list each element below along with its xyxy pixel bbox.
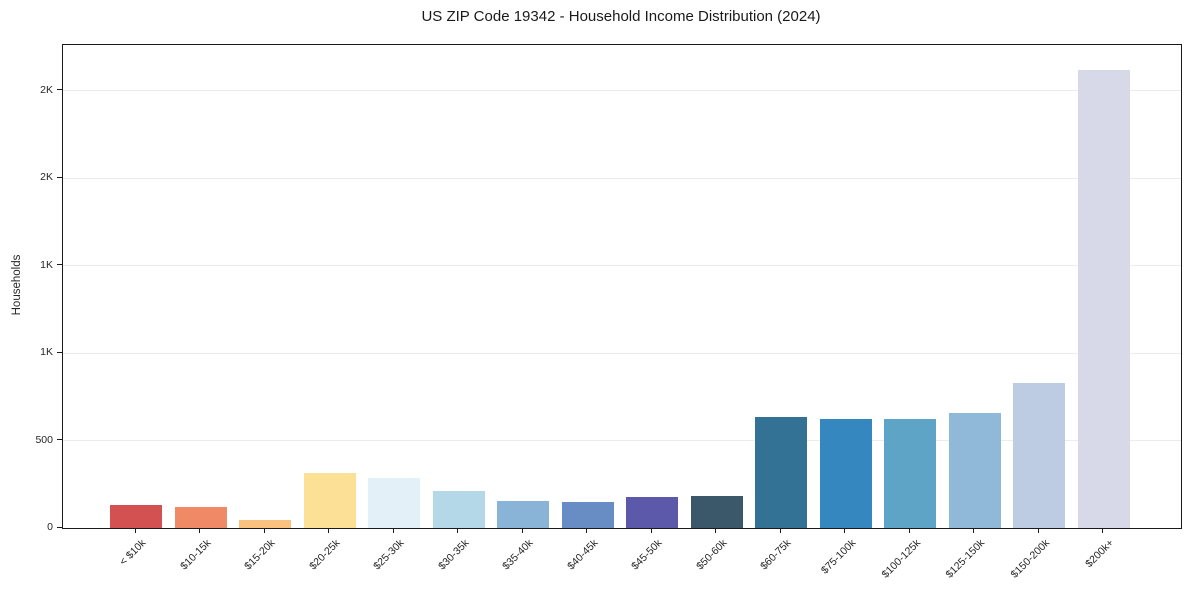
bar-$100-125k bbox=[884, 419, 937, 528]
x-tick-mark bbox=[199, 528, 201, 533]
bar-$15-20k bbox=[239, 519, 292, 528]
bar-$125-150k bbox=[948, 413, 1001, 528]
x-tick-mark bbox=[715, 528, 717, 533]
x-tick-mark bbox=[586, 528, 588, 533]
bar-$10-15k bbox=[174, 506, 227, 528]
y-tick-label: 2K bbox=[40, 171, 53, 183]
x-tick-label: $45-50k bbox=[629, 537, 665, 573]
y-tick-mark bbox=[57, 176, 62, 178]
x-tick-mark bbox=[908, 528, 910, 533]
y-axis-title: Households bbox=[11, 254, 23, 316]
x-tick-label: $100-125k bbox=[879, 537, 923, 581]
x-tick-mark bbox=[1102, 528, 1104, 533]
x-tick-mark bbox=[844, 528, 846, 533]
bar-$150-200k bbox=[1013, 383, 1066, 528]
x-tick-mark bbox=[134, 528, 136, 533]
x-tick-label: < $10k bbox=[117, 537, 149, 568]
bar-$50-60k bbox=[690, 495, 743, 528]
gridline bbox=[63, 440, 1181, 441]
bar-< $10k bbox=[110, 505, 162, 528]
y-tick-label: 1K bbox=[40, 346, 53, 358]
bar-$40-45k bbox=[561, 502, 614, 528]
y-tick-mark bbox=[57, 89, 62, 90]
x-tick-label: $150-200k bbox=[1008, 537, 1052, 581]
x-tick-label: $35-40k bbox=[500, 537, 536, 573]
y-tick-mark bbox=[57, 351, 62, 353]
gridline bbox=[63, 177, 1181, 179]
x-tick-mark bbox=[650, 528, 652, 533]
y-tick-label: 2K bbox=[40, 83, 53, 96]
x-tick-mark bbox=[1037, 528, 1039, 533]
chart-title: US ZIP Code 19342 - Household Income Dis… bbox=[421, 8, 821, 25]
x-tick-label: $40-45k bbox=[564, 537, 601, 573]
y-tick-label: 0 bbox=[47, 521, 53, 533]
x-tick-label: $50-60k bbox=[693, 537, 730, 573]
bar-$25-30k bbox=[368, 478, 421, 528]
x-tick-label: $20-25k bbox=[306, 537, 343, 573]
bar-$35-40k bbox=[497, 500, 550, 528]
y-tick-mark bbox=[57, 264, 62, 265]
x-tick-mark bbox=[392, 528, 394, 533]
x-tick-mark bbox=[328, 528, 330, 533]
x-tick-mark bbox=[779, 528, 781, 533]
x-tick-label: $30-35k bbox=[435, 537, 472, 573]
bar-$200k+ bbox=[1077, 69, 1130, 528]
y-tick-label: 1K bbox=[40, 258, 53, 271]
bar-$45-50k bbox=[626, 496, 679, 528]
gridline bbox=[63, 352, 1181, 354]
bar-$60-75k bbox=[755, 417, 808, 528]
plot-area bbox=[62, 44, 1182, 529]
x-tick-label: $10-15k bbox=[177, 537, 214, 573]
x-tick-label: $25-30k bbox=[371, 537, 407, 573]
x-tick-mark bbox=[521, 528, 523, 533]
x-tick-mark bbox=[457, 528, 459, 533]
gridline bbox=[63, 90, 1181, 91]
bar-$20-25k bbox=[303, 473, 356, 528]
x-tick-mark bbox=[263, 528, 265, 533]
x-tick-label: $125-150k bbox=[943, 537, 988, 581]
y-tick-label: 500 bbox=[35, 433, 53, 446]
bar-$30-35k bbox=[432, 490, 485, 528]
x-tick-label: $60-75k bbox=[758, 537, 794, 573]
y-tick-mark bbox=[57, 439, 62, 440]
x-tick-label: $75-100k bbox=[818, 537, 859, 577]
bar-$75-100k bbox=[819, 419, 872, 528]
gridline bbox=[63, 265, 1181, 266]
x-tick-label: $200k+ bbox=[1083, 537, 1117, 571]
x-tick-label: $15-20k bbox=[242, 537, 278, 573]
x-tick-mark bbox=[973, 528, 975, 533]
y-tick-mark bbox=[57, 526, 62, 528]
